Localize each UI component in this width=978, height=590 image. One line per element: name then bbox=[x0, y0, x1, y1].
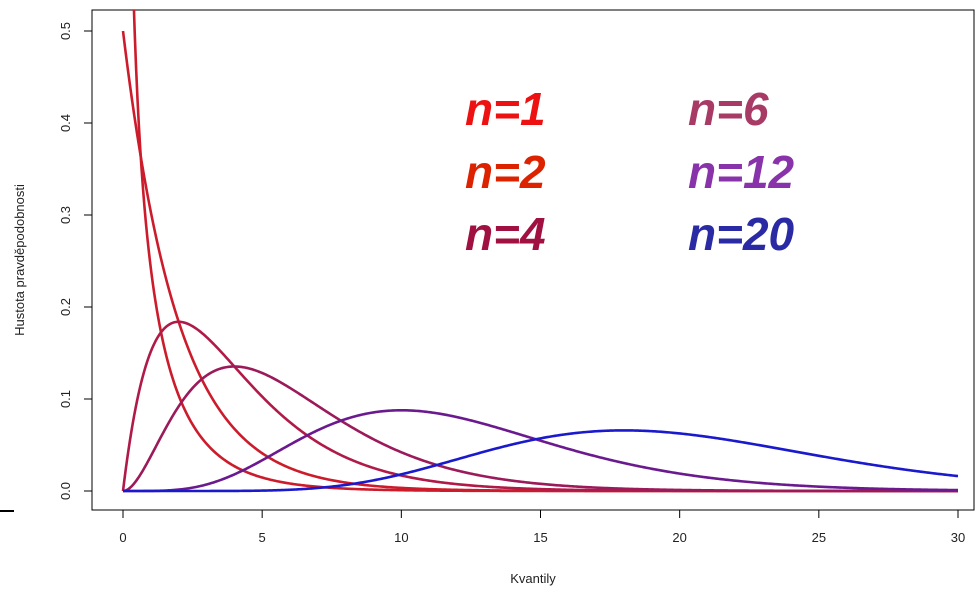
y-tick-label: 0.5 bbox=[58, 22, 73, 40]
legend-label-df-20: n=20 bbox=[688, 208, 795, 260]
y-tick-label: 0.4 bbox=[58, 114, 73, 132]
y-axis: 0.0 0.1 0.2 0.3 0.4 0.5 bbox=[58, 22, 93, 500]
x-axis: 0 5 10 15 20 25 30 bbox=[119, 509, 965, 545]
y-tick-label: 0.1 bbox=[58, 390, 73, 408]
x-tick-label: 10 bbox=[394, 530, 408, 545]
legend-label-df-2: n=2 bbox=[465, 146, 546, 198]
y-tick-label: 0.3 bbox=[58, 206, 73, 224]
y-tick-label: 0.0 bbox=[58, 482, 73, 500]
legend-label-df-6: n=6 bbox=[688, 83, 769, 135]
series-lines bbox=[121, 10, 959, 493]
legend-label-df-4: n=4 bbox=[465, 208, 546, 260]
series-line-df-20 bbox=[123, 429, 959, 493]
series-line-df-12 bbox=[123, 408, 959, 493]
x-tick-label: 25 bbox=[812, 530, 826, 545]
legend: n=1 n=2 n=4 n=6 n=12 n=20 bbox=[465, 83, 795, 260]
x-axis-title: Kvantily bbox=[510, 571, 556, 586]
legend-label-df-12: n=12 bbox=[688, 146, 795, 198]
series-line-df-6 bbox=[122, 365, 958, 493]
y-axis-title: Hustota pravděpodobnosti bbox=[12, 184, 27, 336]
y-tick-label: 0.2 bbox=[58, 298, 73, 316]
x-tick-label: 30 bbox=[951, 530, 965, 545]
x-tick-label: 15 bbox=[533, 530, 547, 545]
x-tick-label: 0 bbox=[119, 530, 126, 545]
series-line-df-4 bbox=[121, 320, 958, 493]
x-tick-label: 5 bbox=[259, 530, 266, 545]
x-tick-label: 20 bbox=[672, 530, 686, 545]
legend-label-df-1: n=1 bbox=[465, 83, 546, 135]
